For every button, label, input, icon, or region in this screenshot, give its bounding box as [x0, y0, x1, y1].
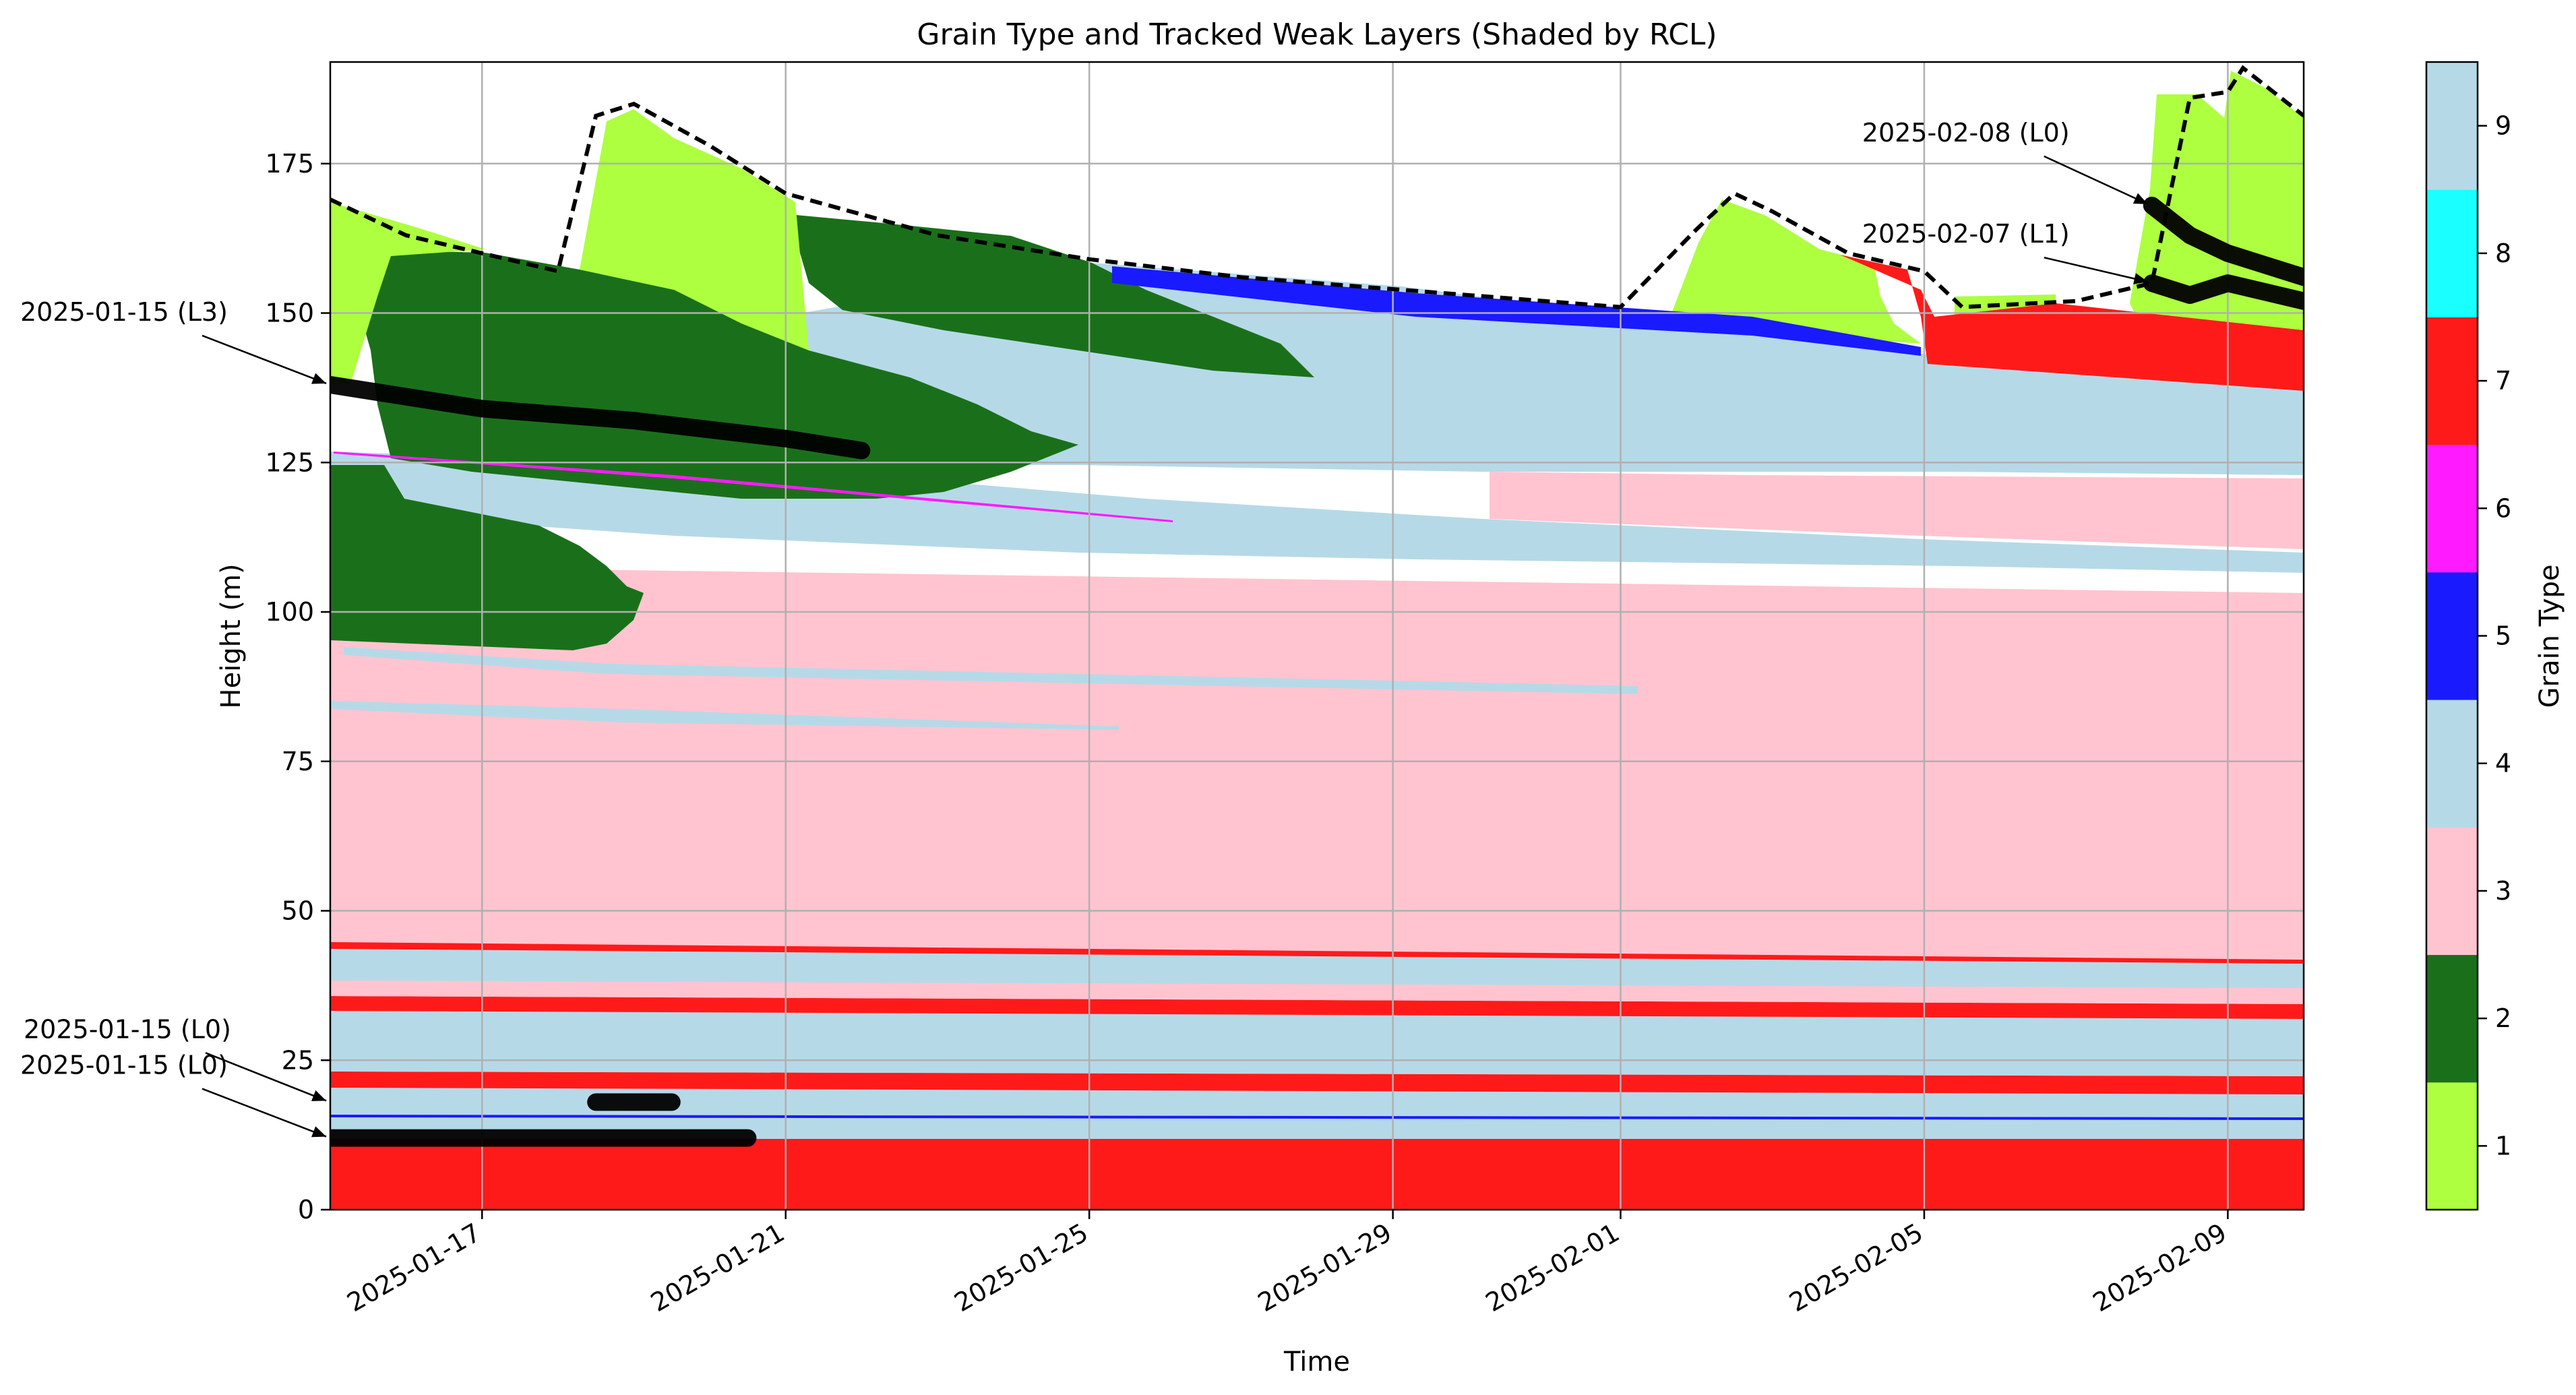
annotation-arrow — [202, 334, 327, 385]
layer-red-2 — [330, 1072, 2304, 1094]
layer-new-snow-feb2 — [1672, 199, 1921, 344]
colorbar-tick-label: 3 — [2495, 876, 2511, 906]
annotation-arrow — [2044, 256, 2149, 283]
x-tick-label: 2025-01-21 — [646, 1218, 789, 1318]
annotation-arrowhead — [311, 1090, 326, 1101]
layer-pink-upper — [1490, 472, 2304, 549]
x-tick-label: 2025-02-01 — [1481, 1218, 1624, 1318]
colorbar-tick-label: 6 — [2495, 493, 2511, 523]
annotation-arrowhead — [2133, 193, 2148, 204]
colorbar: 1 2 3 4 5 6 7 8 9 — [2425, 61, 2511, 1211]
colorbar-tick-label: 4 — [2495, 749, 2511, 778]
streak-blue-2 — [344, 647, 1638, 694]
annotations: 2025-01-15 (L3) 2025-01-15 (L0) 2025-01-15… — [20, 118, 2149, 1138]
x-tick-label: 2025-02-05 — [1784, 1218, 1928, 1318]
layer-red-bottom — [330, 1139, 2304, 1210]
x-tick-label: 2025-01-17 — [342, 1218, 486, 1318]
weak-layer-label: 2025-01-15 (L0) — [24, 1014, 231, 1044]
weak-layers — [330, 196, 2304, 1147]
layer-green-left — [330, 465, 644, 650]
layer-green-upper-left — [350, 249, 1078, 499]
y-tick-label: 0 — [298, 1195, 314, 1224]
layer-green-upper-mid — [789, 214, 1314, 377]
weak-layer-label: 2025-01-15 (L0) — [20, 1051, 228, 1080]
y-tick-label: 175 — [265, 149, 314, 179]
weak-layer-label: 2025-01-15 (L3) — [20, 297, 228, 327]
y-tick-label: 150 — [265, 299, 314, 328]
colorbar-swatch — [2426, 1082, 2478, 1210]
weak-layer-label: 2025-02-08 (L0) — [1862, 118, 2070, 148]
colorbar-label: Grain Type — [2534, 564, 2565, 708]
colorbar-swatch — [2426, 444, 2478, 573]
streak-blue-1 — [330, 701, 1119, 730]
layer-blue-light-2 — [330, 1011, 2304, 1076]
x-tick-label: 2025-02-09 — [2088, 1218, 2232, 1318]
y-axis: 0 25 50 75 100 125 150 175 — [265, 149, 330, 1224]
layer-new-snow-left — [330, 202, 485, 384]
colorbar-swatch — [2426, 317, 2478, 445]
colorbar-tick-label: 8 — [2495, 239, 2511, 268]
colorbar-tick-label: 5 — [2495, 621, 2511, 651]
layer-blue-surface — [1112, 266, 1921, 356]
layer-magenta-line — [334, 452, 1173, 522]
snow-surface-line — [330, 65, 2304, 309]
y-tick-label: 50 — [282, 896, 314, 926]
weak-layer-line — [330, 375, 871, 460]
layer-new-snow-jan19 — [580, 109, 809, 350]
x-axis: 2025-01-17 2025-01-21 2025-01-25 2025-01-29… — [342, 1210, 2232, 1318]
y-tick-label: 25 — [282, 1045, 314, 1075]
x-tick-label: 2025-01-25 — [949, 1218, 1093, 1318]
x-tick-label: 2025-01-29 — [1253, 1218, 1397, 1318]
colorbar-swatch — [2426, 62, 2478, 190]
weak-layer-line — [2143, 196, 2304, 286]
weak-layer-label: 2025-02-07 (L1) — [1862, 219, 2070, 249]
layer-blue-light-3 — [330, 949, 2304, 988]
y-tick-label: 75 — [282, 747, 314, 776]
y-tick-label: 100 — [265, 597, 314, 627]
colorbar-tick-label: 1 — [2495, 1131, 2511, 1160]
layer-red-3 — [330, 996, 2304, 1019]
layer-thin-blue-line — [330, 1115, 2304, 1120]
annotation-arrowhead — [311, 1126, 326, 1138]
layer-red-surface — [1840, 255, 2304, 391]
layer-pink-thin — [330, 981, 2304, 1004]
layer-blue-light-1 — [330, 1088, 2304, 1139]
x-axis-label: Time — [1283, 1346, 1350, 1377]
y-axis-label: Height (m) — [216, 563, 247, 708]
colorbar-swatch — [2426, 827, 2478, 956]
y-tick-label: 125 — [265, 447, 314, 477]
annotation-arrowhead — [311, 373, 326, 384]
colorbar-tick-label: 2 — [2495, 1003, 2511, 1033]
colorbar-swatch — [2426, 954, 2478, 1083]
annotation-arrow — [2044, 155, 2149, 206]
annotation-arrow — [202, 1088, 327, 1138]
weak-layer-line — [2143, 274, 2304, 310]
annotation-arrow — [205, 1052, 327, 1102]
surface-layer — [330, 65, 2304, 309]
chart-title: Grain Type and Tracked Weak Layers (Shad… — [917, 18, 1717, 52]
colorbar-swatch — [2426, 189, 2478, 317]
grain-heatmap — [330, 62, 2304, 1210]
colorbar-swatch — [2426, 700, 2478, 828]
annotation-arrowhead — [2133, 273, 2148, 284]
colorbar-swatch — [2426, 571, 2478, 700]
colorbar-tick-label: 9 — [2495, 111, 2511, 141]
plot-frame — [329, 61, 2305, 1211]
layer-red-4 — [330, 942, 2304, 964]
colorbar-tick-label: 7 — [2495, 366, 2511, 396]
